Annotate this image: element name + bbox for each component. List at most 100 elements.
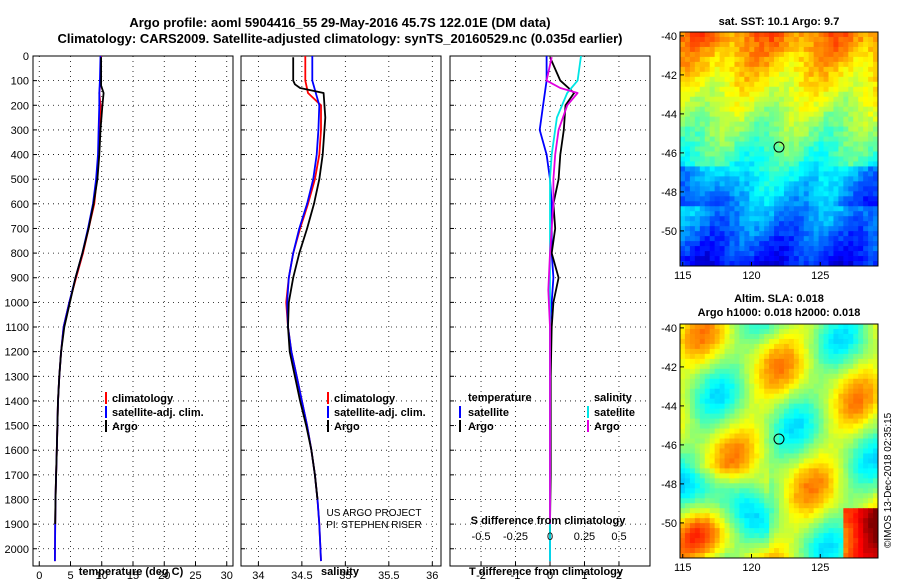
sla-cell (724, 328, 730, 335)
sst-cell (853, 181, 859, 187)
sla-cell (694, 553, 701, 558)
sst-cell (803, 131, 810, 137)
sla-cell (783, 343, 790, 350)
sst-cell (803, 161, 810, 167)
sst-cell (853, 226, 859, 232)
sla-cell (818, 373, 824, 380)
sst-cell (734, 176, 740, 182)
sla-cell (684, 453, 691, 459)
sst-cell (744, 261, 750, 266)
sst-cell (853, 101, 859, 108)
sla-cell (853, 403, 859, 410)
sla-cell (680, 353, 686, 360)
sst-cell (684, 106, 691, 113)
sst-cell (823, 206, 829, 212)
sla-cell (764, 438, 770, 444)
sst-cell (754, 236, 760, 242)
sst-cell (719, 211, 725, 217)
sst-cell (704, 111, 711, 118)
sla-cell (714, 418, 720, 424)
sst-cell (744, 91, 750, 98)
sst-cell (868, 36, 874, 43)
sst-cell (793, 256, 800, 262)
sst-cell (813, 201, 819, 207)
sla-cell (788, 373, 795, 380)
sst-cell (714, 141, 720, 147)
sst-cell (689, 236, 696, 242)
sst-cell (803, 136, 810, 142)
map-y-tick-label: -50 (661, 226, 677, 238)
sla-cell (694, 343, 701, 350)
sla-cell (783, 324, 790, 330)
sla-cell (803, 433, 810, 439)
sla-cell (813, 333, 819, 340)
sla-cell (759, 324, 765, 330)
sst-argo-location-marker (773, 141, 785, 153)
sla-cell (719, 448, 725, 454)
sst-cell (734, 166, 740, 172)
sla-cell (754, 388, 760, 395)
sla-cell (680, 548, 686, 554)
sst-cell (734, 256, 740, 262)
sla-cell (724, 418, 730, 424)
sla-cell (724, 438, 730, 444)
sla-cell (754, 513, 760, 519)
sla-cell (838, 383, 844, 390)
sla-cell (724, 508, 730, 514)
sst-cell (873, 166, 878, 172)
series-line-salinity-satellite (549, 56, 582, 562)
sst-cell (823, 121, 829, 127)
sla-cell (739, 523, 745, 529)
sla-cell (828, 488, 834, 494)
sst-cell (739, 151, 745, 157)
sst-cell (798, 76, 805, 83)
sla-cell (848, 373, 854, 380)
sst-cell (774, 176, 780, 182)
sst-cell (823, 141, 829, 147)
sla-cell (699, 338, 706, 345)
sst-cell (709, 241, 716, 247)
sla-cell (759, 503, 765, 509)
sst-cell (779, 211, 785, 217)
sla-cell (823, 373, 829, 380)
sst-cell (764, 191, 770, 197)
sla-cell (680, 483, 686, 489)
sla-cell (749, 353, 755, 360)
sst-cell (793, 216, 800, 222)
sla-cell (734, 368, 740, 375)
sla-cell (689, 503, 696, 509)
sla-cell (823, 493, 829, 499)
sst-cell (818, 161, 824, 167)
sla-cell (689, 458, 696, 464)
sla-cell (709, 508, 716, 514)
sst-cell (833, 101, 839, 108)
sla-cell (709, 358, 716, 365)
sla-cell (838, 353, 844, 360)
sla-cell (803, 328, 810, 335)
sst-cell (833, 146, 839, 152)
sst-cell (694, 96, 701, 103)
sla-cell (734, 453, 740, 459)
sla-cell (699, 388, 706, 395)
sla-cell (744, 503, 750, 509)
sla-cell (759, 493, 765, 499)
sla-cell (798, 388, 805, 395)
sst-cell (853, 136, 859, 142)
sst-cell (803, 166, 810, 172)
sla-cell (739, 453, 745, 459)
sla-cell (764, 358, 770, 365)
sst-cell (818, 166, 824, 172)
sst-cell (853, 206, 859, 212)
sst-cell (779, 32, 785, 38)
sla-cell (734, 353, 740, 360)
sla-cell (793, 363, 800, 370)
sst-cell (714, 91, 720, 98)
sst-cell (793, 166, 800, 172)
sst-cell (739, 116, 745, 123)
sla-cell (808, 528, 815, 534)
sla-cell (813, 448, 819, 454)
sst-cell (719, 131, 725, 137)
sla-cell (704, 473, 711, 479)
sla-cell (868, 324, 874, 330)
sst-cell (704, 61, 711, 68)
